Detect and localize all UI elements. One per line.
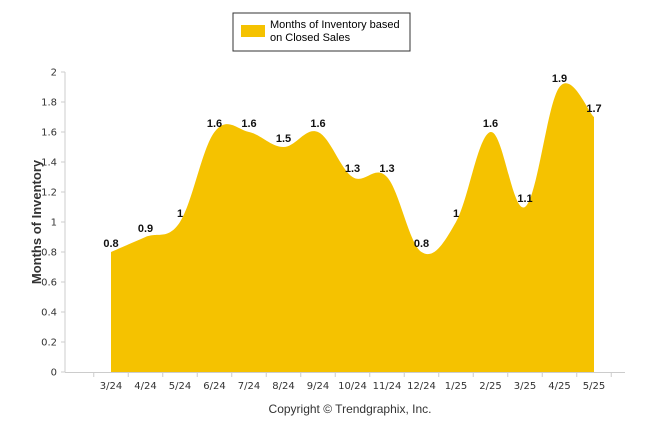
- series-area: [111, 83, 594, 372]
- data-label: 1.1: [517, 193, 532, 205]
- data-label: 1.6: [241, 118, 256, 130]
- x-tick-label: 1/25: [445, 381, 467, 392]
- y-tick-label: 0.8: [41, 248, 57, 259]
- y-tick-label: 1: [51, 218, 57, 229]
- x-tick-label: 4/24: [134, 381, 156, 392]
- data-label: 0.8: [103, 238, 118, 250]
- y-tick-label: 2: [51, 68, 57, 79]
- y-tick-label: 1.6: [41, 128, 57, 139]
- axis-layer: 0 0.2 0.4 0.6 0.8 1 1.2 1.4 1.6 1.8 2 3/24 4/24 5/24 6…: [41, 68, 625, 392]
- data-label: 0.8: [414, 238, 429, 250]
- data-label-layer: 0.8 0.9 1 1.6 1.6 1.5 1.6 1.3 1.3 0.8 1 1.6 1.1 1.9 1.…: [103, 73, 601, 250]
- data-label: 0.9: [138, 223, 153, 235]
- data-label: 1.3: [345, 163, 360, 175]
- x-tick-label: 7/24: [238, 381, 260, 392]
- data-label: 1.7: [586, 103, 601, 115]
- x-tick-label: 8/24: [272, 381, 294, 392]
- x-tick-label: 6/24: [203, 381, 225, 392]
- data-label: 1.6: [310, 118, 325, 130]
- x-tick-label: 5/25: [583, 381, 605, 392]
- data-label: 1.5: [276, 133, 291, 145]
- y-tick-label: 0: [51, 368, 57, 379]
- x-tick-label: 2/25: [479, 381, 501, 392]
- x-tick-label: 3/25: [514, 381, 536, 392]
- y-tick-label: 1.8: [41, 98, 57, 109]
- y-tick-label: 0.2: [41, 338, 57, 349]
- y-tick-label: 1.2: [41, 188, 57, 199]
- y-tick-label: 1.4: [41, 158, 57, 169]
- x-tick-label: 11/24: [373, 381, 402, 392]
- x-tick-label: 4/25: [548, 381, 570, 392]
- x-tick-label: 9/24: [307, 381, 329, 392]
- x-tick-label: 12/24: [407, 381, 436, 392]
- legend-swatch: [241, 25, 265, 37]
- y-axis-title: Months of Inventory: [29, 159, 44, 284]
- data-label: 1: [453, 208, 459, 220]
- data-label: 1.6: [483, 118, 498, 130]
- data-label: 1.6: [207, 118, 222, 130]
- legend: Months of Inventory based on Closed Sale…: [232, 12, 411, 52]
- copyright-credit: Copyright © Trendgraphix, Inc.: [269, 402, 432, 416]
- data-label: 1.9: [552, 73, 567, 85]
- x-tick-label: 3/24: [100, 381, 122, 392]
- x-tick-label: 5/24: [169, 381, 191, 392]
- legend-label-line1: Months of Inventory based: [270, 19, 400, 31]
- x-tick-label: 10/24: [338, 381, 367, 392]
- data-label: 1: [177, 208, 183, 220]
- area-layer: [111, 83, 594, 372]
- y-tick-label: 0.4: [41, 308, 57, 319]
- y-tick-label: 0.6: [41, 278, 57, 289]
- legend-label-line2: on Closed Sales: [270, 32, 351, 44]
- data-label: 1.3: [379, 163, 394, 175]
